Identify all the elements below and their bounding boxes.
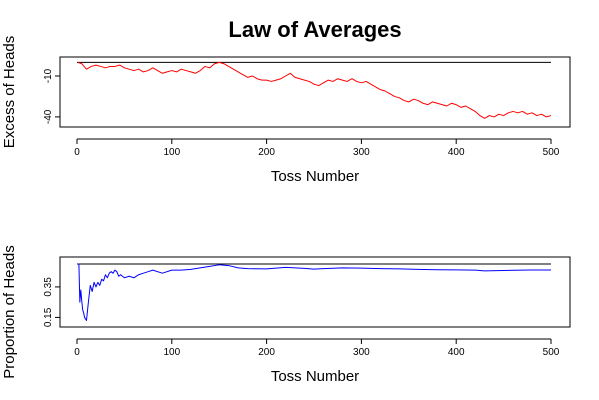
excess-heads-x-tick-label: 300: [353, 147, 370, 158]
excess-heads-x-tick-label: 200: [258, 147, 275, 158]
chart-title: Law of Averages: [228, 17, 401, 42]
proportion-heads-y-label: Proportion of Heads: [1, 245, 18, 378]
excess-heads-y-tick-label: -10: [43, 68, 54, 83]
proportion-heads-plot-frame: [59, 256, 571, 328]
proportion-heads-y-axis: 0.15 0.35: [43, 277, 61, 327]
proportion-heads-x-tick-label: 100: [163, 347, 180, 358]
excess-heads-series: [77, 61, 552, 119]
proportion-heads-series: [77, 263, 551, 321]
proportion-heads-y-tick-label: 0.35: [43, 277, 54, 297]
excess-heads-x-axis: 0 100 200 300 400 500: [74, 138, 560, 158]
excess-heads-x-tick-label: 500: [543, 147, 560, 158]
proportion-heads-x-label: Toss Number: [271, 368, 359, 385]
excess-heads-panel: 0 100 200 300 400 500 -40 -10 Toss Number Exce…: [1, 36, 571, 185]
excess-heads-x-tick-label: 0: [74, 147, 80, 158]
excess-heads-y-tick-label: -40: [43, 109, 54, 124]
proportion-heads-x-tick-label: 0: [74, 347, 80, 358]
proportion-heads-x-tick-label: 500: [543, 347, 560, 358]
excess-heads-x-label: Toss Number: [271, 168, 359, 185]
excess-heads-x-tick-label: 400: [448, 147, 465, 158]
proportion-heads-x-axis: 0 100 200 300 400 500: [74, 338, 560, 358]
excess-heads-y-label: Excess of Heads: [1, 36, 18, 149]
proportion-heads-series-line: [77, 263, 551, 321]
excess-heads-y-axis: -40 -10: [43, 68, 61, 124]
proportion-heads-x-tick-label: 200: [258, 347, 275, 358]
proportion-heads-x-tick-label: 300: [353, 347, 370, 358]
proportion-heads-y-tick-label: 0.15: [43, 307, 54, 327]
excess-heads-x-tick-label: 100: [163, 147, 180, 158]
proportion-heads-x-tick-label: 400: [448, 347, 465, 358]
proportion-heads-panel: 0 100 200 300 400 500 0.15 0.35 Toss Number Pr…: [1, 245, 571, 385]
excess-heads-series-line: [77, 61, 552, 119]
